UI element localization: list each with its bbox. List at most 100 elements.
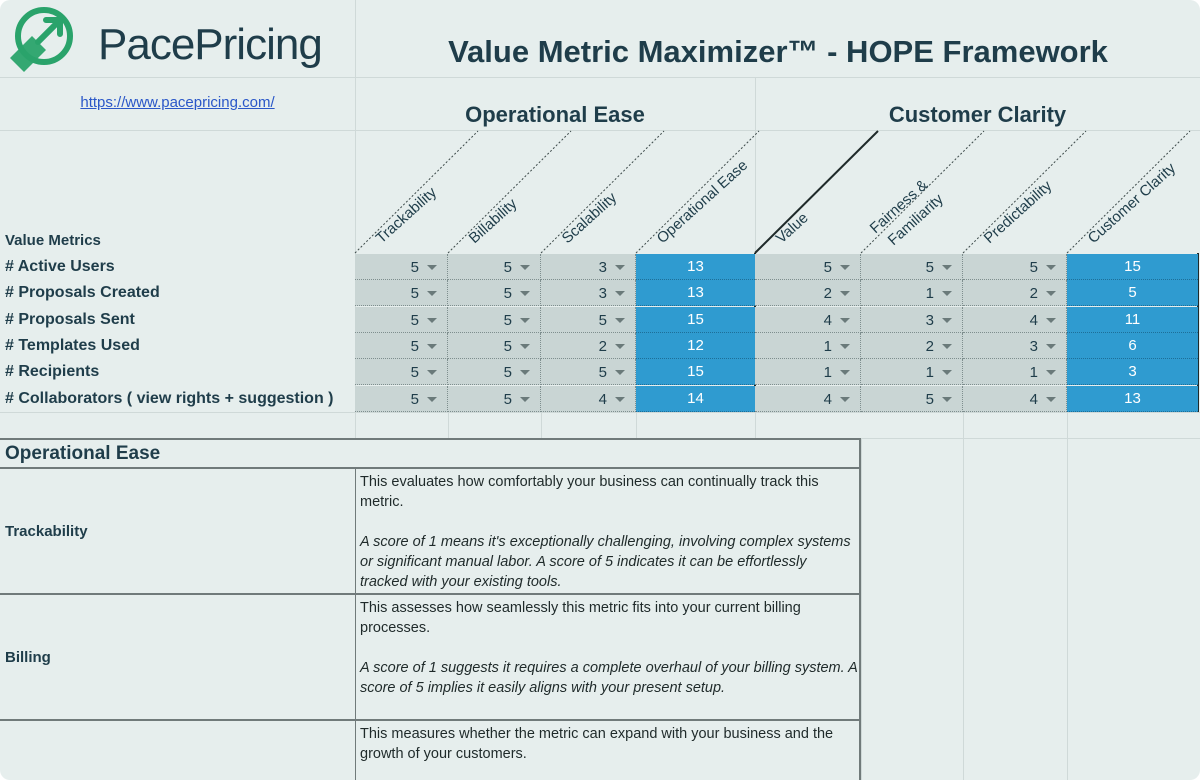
customer-clarity-total: 3 (1067, 359, 1198, 385)
score-value: 1 (1029, 364, 1038, 381)
score-dropdown[interactable]: 4 (963, 386, 1067, 412)
logo-wordmark: PacePricing (98, 20, 323, 69)
chevron-down-icon[interactable] (427, 344, 437, 349)
customer-clarity-total: 13 (1067, 386, 1198, 412)
chevron-down-icon[interactable] (615, 344, 625, 349)
score-dropdown[interactable]: 4 (541, 386, 636, 412)
chevron-down-icon[interactable] (427, 291, 437, 296)
score-dropdown[interactable]: 5 (355, 333, 448, 359)
chevron-down-icon[interactable] (427, 318, 437, 323)
score-dropdown[interactable]: 1 (755, 333, 861, 359)
chevron-down-icon[interactable] (615, 291, 625, 296)
website-link[interactable]: https://www.pacepricing.com/ (80, 94, 275, 111)
score-dropdown[interactable]: 5 (861, 386, 963, 412)
score-value: 5 (598, 364, 607, 381)
chevron-down-icon[interactable] (520, 397, 530, 402)
score-dropdown[interactable]: 1 (861, 280, 963, 306)
chevron-down-icon[interactable] (615, 397, 625, 402)
chevron-down-icon[interactable] (427, 265, 437, 270)
chevron-down-icon[interactable] (1046, 318, 1056, 323)
score-dropdown[interactable]: 3 (541, 254, 636, 280)
score-dropdown[interactable]: 2 (963, 280, 1067, 306)
chevron-down-icon[interactable] (942, 370, 952, 375)
score-value: 5 (598, 312, 607, 329)
score-dropdown[interactable]: 1 (963, 359, 1067, 385)
chevron-down-icon[interactable] (615, 265, 625, 270)
value-metrics-label: Value Metrics (5, 232, 101, 249)
score-dropdown[interactable]: 5 (355, 386, 448, 412)
score-dropdown[interactable]: 5 (448, 254, 541, 280)
chevron-down-icon[interactable] (1046, 344, 1056, 349)
chevron-down-icon[interactable] (840, 344, 850, 349)
chevron-down-icon[interactable] (520, 344, 530, 349)
score-dropdown[interactable]: 5 (448, 359, 541, 385)
chevron-down-icon[interactable] (942, 291, 952, 296)
col-header-trackability: Trackability (372, 183, 440, 247)
chevron-down-icon[interactable] (840, 397, 850, 402)
score-dropdown[interactable]: 5 (448, 280, 541, 306)
score-value: 4 (598, 391, 607, 408)
score-value: 2 (925, 338, 934, 355)
row-label: # Collaborators ( view rights + suggesti… (5, 390, 334, 407)
score-dropdown[interactable]: 4 (963, 307, 1067, 333)
chevron-down-icon[interactable] (427, 370, 437, 375)
chevron-down-icon[interactable] (942, 344, 952, 349)
chevron-down-icon[interactable] (615, 318, 625, 323)
score-dropdown[interactable]: 1 (861, 359, 963, 385)
score-dropdown[interactable]: 3 (541, 280, 636, 306)
chevron-down-icon[interactable] (840, 370, 850, 375)
chevron-down-icon[interactable] (942, 397, 952, 402)
row-label: # Proposals Created (5, 284, 160, 301)
score-dropdown[interactable]: 5 (448, 386, 541, 412)
score-dropdown[interactable]: 4 (755, 307, 861, 333)
score-dropdown[interactable]: 2 (755, 280, 861, 306)
score-dropdown[interactable]: 4 (755, 386, 861, 412)
score-value: 1 (823, 338, 832, 355)
score-value: 5 (823, 259, 832, 276)
score-dropdown[interactable]: 5 (861, 254, 963, 280)
chevron-down-icon[interactable] (520, 291, 530, 296)
score-dropdown[interactable]: 5 (755, 254, 861, 280)
chevron-down-icon[interactable] (942, 265, 952, 270)
chevron-down-icon[interactable] (1046, 265, 1056, 270)
score-dropdown[interactable]: 5 (355, 359, 448, 385)
score-dropdown[interactable]: 5 (541, 359, 636, 385)
chevron-down-icon[interactable] (840, 265, 850, 270)
score-value: 5 (503, 285, 512, 302)
col-header-value: Value (772, 209, 812, 247)
chevron-down-icon[interactable] (840, 318, 850, 323)
chevron-down-icon[interactable] (520, 318, 530, 323)
chevron-down-icon[interactable] (427, 397, 437, 402)
score-dropdown[interactable]: 2 (541, 333, 636, 359)
score-value: 1 (823, 364, 832, 381)
col-header-predictability: Predictability (980, 177, 1056, 247)
score-dropdown[interactable]: 3 (963, 333, 1067, 359)
score-dropdown[interactable]: 2 (861, 333, 963, 359)
operational-ease-total: 13 (636, 254, 755, 280)
logo: PacePricing (2, 6, 352, 72)
score-dropdown[interactable]: 5 (448, 333, 541, 359)
chevron-down-icon[interactable] (942, 318, 952, 323)
score-dropdown[interactable]: 5 (541, 307, 636, 333)
col-header-billability: Billability (465, 195, 521, 247)
score-dropdown[interactable]: 5 (355, 254, 448, 280)
chevron-down-icon[interactable] (520, 265, 530, 270)
description-item-text: This assesses how seamlessly this metric… (360, 600, 858, 696)
description-item-name: Trackability (5, 523, 88, 540)
score-dropdown[interactable]: 5 (355, 307, 448, 333)
score-dropdown[interactable]: 5 (963, 254, 1067, 280)
chevron-down-icon[interactable] (1046, 291, 1056, 296)
score-value: 3 (598, 285, 607, 302)
score-dropdown[interactable]: 5 (355, 280, 448, 306)
chevron-down-icon[interactable] (1046, 370, 1056, 375)
score-dropdown[interactable]: 5 (448, 307, 541, 333)
chevron-down-icon[interactable] (840, 291, 850, 296)
score-dropdown[interactable]: 1 (755, 359, 861, 385)
chevron-down-icon[interactable] (520, 370, 530, 375)
operational-ease-total: 14 (636, 386, 755, 412)
row-label: # Templates Used (5, 337, 140, 354)
chevron-down-icon[interactable] (1046, 397, 1056, 402)
score-dropdown[interactable]: 3 (861, 307, 963, 333)
description-item-name: Billing (5, 649, 51, 666)
chevron-down-icon[interactable] (615, 370, 625, 375)
